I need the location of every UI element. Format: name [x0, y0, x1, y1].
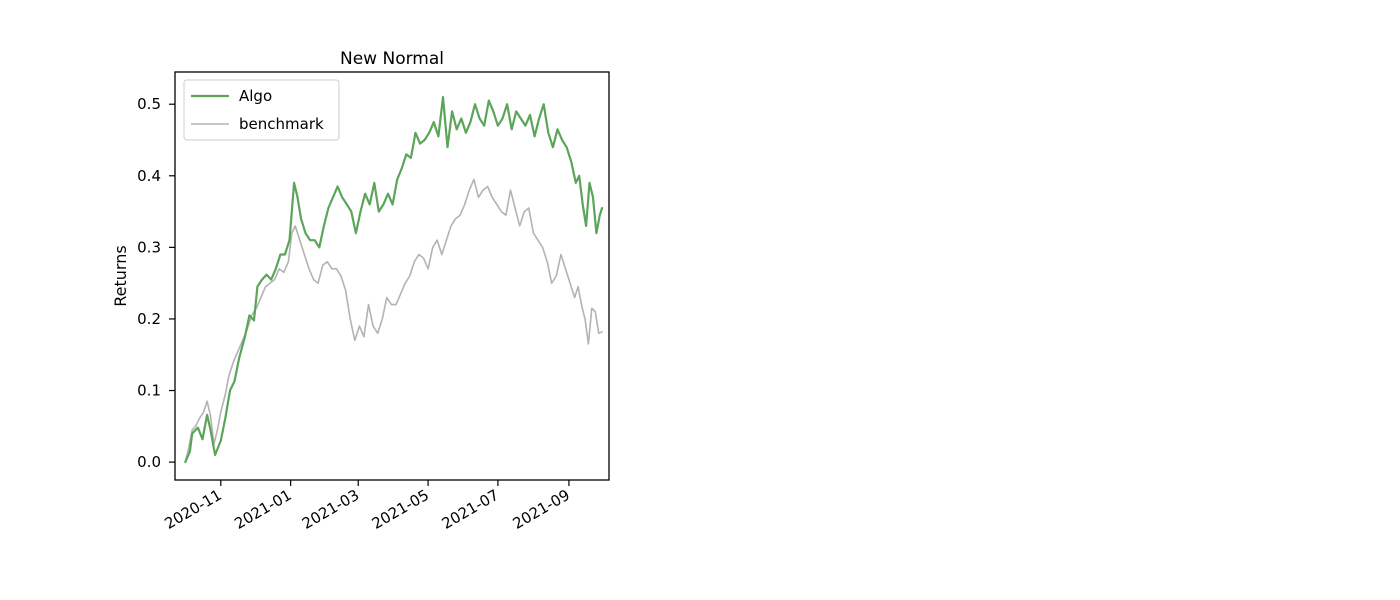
legend-label-benchmark: benchmark — [239, 115, 324, 133]
series-line-algo — [184, 95, 604, 464]
chart-title: New Normal — [340, 49, 444, 69]
series-group — [184, 95, 604, 464]
y-axis-label: Returns — [111, 245, 130, 306]
y-tick-label: 0.1 — [137, 382, 161, 400]
x-tick-label: 2020-11 — [162, 486, 225, 533]
legend-label-algo: Algo — [239, 87, 272, 105]
x-tick-label: 2021-01 — [231, 486, 294, 533]
y-tick-label: 0.4 — [137, 167, 161, 185]
y-tick-label: 0.5 — [137, 95, 161, 113]
x-tick-label: 2021-05 — [369, 486, 432, 533]
y-tick-label: 0.3 — [137, 238, 161, 256]
x-tick-label: 2021-03 — [299, 486, 362, 533]
y-tick-label: 0.2 — [137, 310, 161, 328]
legend: Algo benchmark — [183, 79, 340, 141]
plot-frame — [174, 71, 610, 481]
x-tick-label: 2021-09 — [510, 486, 573, 533]
x-tick-label: 2021-07 — [439, 486, 502, 533]
y-tick-label: 0.0 — [137, 453, 161, 471]
